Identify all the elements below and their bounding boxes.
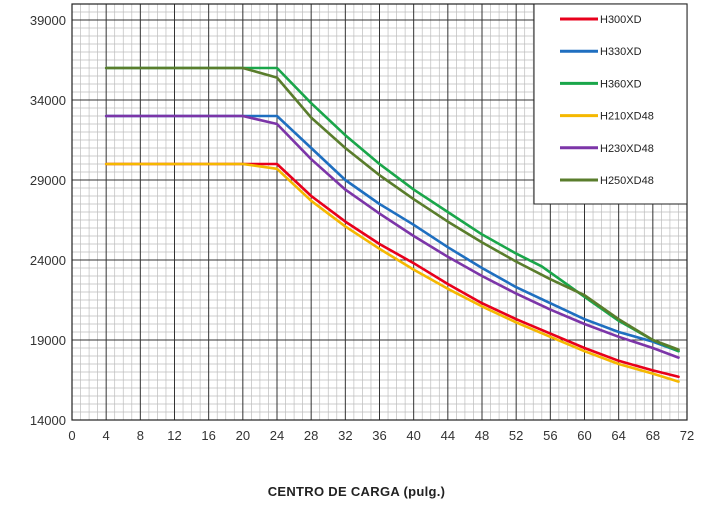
x-tick-label: 8 (137, 428, 144, 443)
series-line-h330xd (104, 114, 680, 353)
legend-label: H300XD (600, 14, 642, 26)
series-line-h360xd (104, 66, 680, 353)
x-tick-label: 68 (646, 428, 660, 443)
x-tick-label: 36 (372, 428, 386, 443)
y-tick-label: 14000 (30, 413, 66, 428)
y-tick-label: 39000 (30, 13, 66, 28)
x-tick-label: 4 (103, 428, 110, 443)
plot-frame (71, 3, 688, 421)
x-tick-label: 16 (201, 428, 215, 443)
x-tick-label: 64 (611, 428, 625, 443)
series-line-h230xd48 (104, 114, 680, 359)
x-tick-label: 0 (68, 428, 75, 443)
y-tick-label: 29000 (30, 173, 66, 188)
x-tick-label: 48 (475, 428, 489, 443)
x-tick-label: 24 (270, 428, 284, 443)
y-tick-label: 24000 (30, 253, 66, 268)
x-tick-label: 12 (167, 428, 181, 443)
series-line-h250xd48 (104, 66, 680, 351)
series-lines (104, 66, 680, 383)
legend: H300XD H330XD H360XD H210XD48 H230XD48 H250XD… (533, 3, 688, 205)
x-tick-label: 56 (543, 428, 557, 443)
x-tick-label: 40 (406, 428, 420, 443)
x-tick-label: 72 (680, 428, 694, 443)
axes: 0 4 8 12 16 20 24 28 32 36 40 44 48 52 56 60 64 68 7214000… (30, 3, 694, 443)
x-tick-label: 44 (441, 428, 455, 443)
x-axis-label: CENTRO DE CARGA (pulg.) (267, 484, 446, 499)
x-tick-label: 52 (509, 428, 523, 443)
y-tick-label: 19000 (30, 333, 66, 348)
legend-label: H360XD (600, 78, 642, 90)
legend-label: H250XD48 (600, 175, 654, 187)
x-tick-label: 60 (577, 428, 591, 443)
legend-box (533, 3, 688, 205)
series-line-h300xd (104, 162, 680, 379)
legend-label: H330XD (600, 46, 642, 58)
y-tick-label: 34000 (30, 93, 66, 108)
legend-label: H230XD48 (600, 143, 654, 155)
legend-label: H210XD48 (600, 111, 654, 123)
x-tick-label: 32 (338, 428, 352, 443)
series-line-h210xd48 (104, 162, 680, 383)
x-tick-label: 20 (236, 428, 250, 443)
x-tick-label: 28 (304, 428, 318, 443)
